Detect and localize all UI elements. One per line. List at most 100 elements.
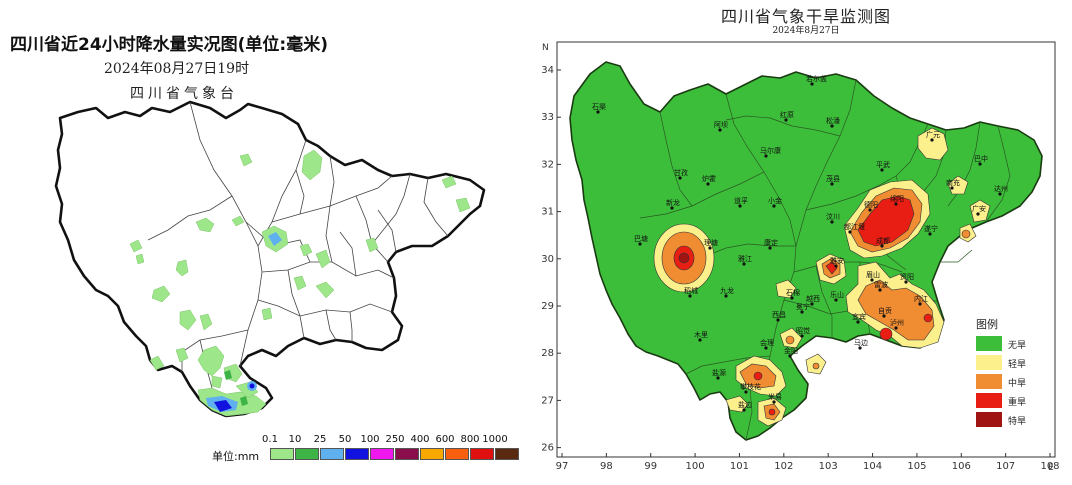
city-label: 会理 [760,338,774,347]
drought-legend-label: 中旱 [1008,379,1027,389]
city-dot [976,212,980,216]
city-dot [834,264,838,268]
city-dot [776,318,780,322]
city-dot [810,302,814,306]
city-label: 汶川 [826,212,840,221]
city-dot [918,302,922,306]
city-dot [596,110,600,114]
precip-legend-tick: 800 [460,434,480,445]
precip-legend: 0.1 10 25 50 100 250 400 600 800 1000 单位:mm [212,434,532,468]
city-dot [858,346,862,350]
city-label: 茂县 [826,174,840,183]
city-label: 甘孜 [674,168,688,177]
drought-legend-swatch [976,393,1002,408]
city-dot [724,294,728,298]
precip-legend-swatch [370,448,394,460]
city-label: 达州 [994,184,1008,193]
city-label: 若尔盖 [806,74,827,83]
city-dot [868,208,872,212]
drought-map-date: 2024年8月27日 [772,26,840,36]
city-label: 小金 [768,196,782,205]
precip-legend-swatch [320,448,344,460]
y-tick-label: 34 [541,65,554,76]
precip-legend-swatch [295,448,319,460]
city-label: 泸州 [890,318,904,327]
precip-patches-heavy [206,232,282,412]
city-dot [744,390,748,394]
drought-map-panel: 四川省气象干旱监测图 2024年8月27日 N E 97 98 99 100 101 10… [540,0,1072,485]
y-tick-label: 31 [541,207,554,218]
city-label: 雅安 [830,256,844,265]
city-label: 阿坝 [714,120,728,129]
x-tick-label: 101 [730,461,749,472]
city-dot [880,244,884,248]
city-label: 都江堰 [844,222,865,231]
city-label: 昭觉 [796,326,810,335]
precip-legend-tick: 50 [338,434,352,445]
city-dot [998,192,1002,196]
drought-legend-label: 特旱 [1008,417,1027,427]
city-label: 理塘 [704,238,718,247]
x-tick-label: 97 [556,461,569,472]
city-dot [800,334,804,338]
city-label: 广元 [926,130,940,139]
city-dot [878,288,882,292]
x-tick-label: 102 [774,461,793,472]
city-dot [688,294,692,298]
city-dot [930,138,934,142]
x-tick-label: 105 [907,461,926,472]
east-label: E [1048,463,1054,473]
y-tick-label: 32 [541,159,554,170]
y-tick-label: 28 [541,348,554,359]
city-dot [718,128,722,132]
city-label: 石棉 [786,288,800,297]
city-label: 盐源 [712,368,726,377]
city-label: 炉霍 [702,174,716,183]
x-tick-label: 103 [819,461,838,472]
precip-legend-swatch [470,448,494,460]
city-dot [706,182,710,186]
city-dot [638,242,642,246]
city-label: 雅江 [738,254,752,263]
city-label: 马尔康 [760,146,781,155]
precip-legend-swatch [345,448,369,460]
city-label: 资阳 [900,272,914,281]
y-tick-label: 30 [541,254,554,265]
x-tick-label: 99 [644,461,657,472]
city-label: 红原 [780,110,794,119]
city-dot [904,280,908,284]
city-dot [800,310,804,314]
city-label: 攀枝花 [740,382,761,391]
city-label: 遂宁 [924,224,938,233]
precip-legend-swatch [270,448,294,460]
drought-legend-title: 图例 [976,318,998,331]
city-dot [742,408,746,412]
drought-legend-swatch [976,374,1002,389]
drought-legend-label: 轻旱 [1008,360,1027,370]
precip-legend-tick: 25 [313,434,327,445]
city-dot [928,232,932,236]
city-label: 雷波 [874,280,888,289]
north-label: N [542,43,549,53]
y-tick-label: 26 [541,443,554,454]
precip-legend-tick: 250 [385,434,405,445]
drought-legend: 图例 无旱 轻旱 中旱 重旱 特旱 [974,316,1044,436]
city-label: 平武 [876,160,890,169]
precip-legend-tick: 100 [360,434,380,445]
city-label: 金阳 [784,346,798,355]
city-dot [788,354,792,358]
city-label: 道孚 [734,196,748,205]
city-dot [716,376,720,380]
city-dot [698,338,702,342]
city-dot [880,168,884,172]
city-label: 眉山 [866,270,880,279]
city-label: 盐边 [738,400,752,409]
city-dot [894,326,898,330]
city-label: 新龙 [666,198,680,207]
city-label: 自贡 [878,306,892,315]
city-label: 冕宁 [796,302,810,311]
precip-legend-swatch [495,448,519,460]
city-label: 成都 [876,236,890,245]
city-label: 米易 [768,392,782,401]
drought-legend-label: 无旱 [1008,341,1027,351]
